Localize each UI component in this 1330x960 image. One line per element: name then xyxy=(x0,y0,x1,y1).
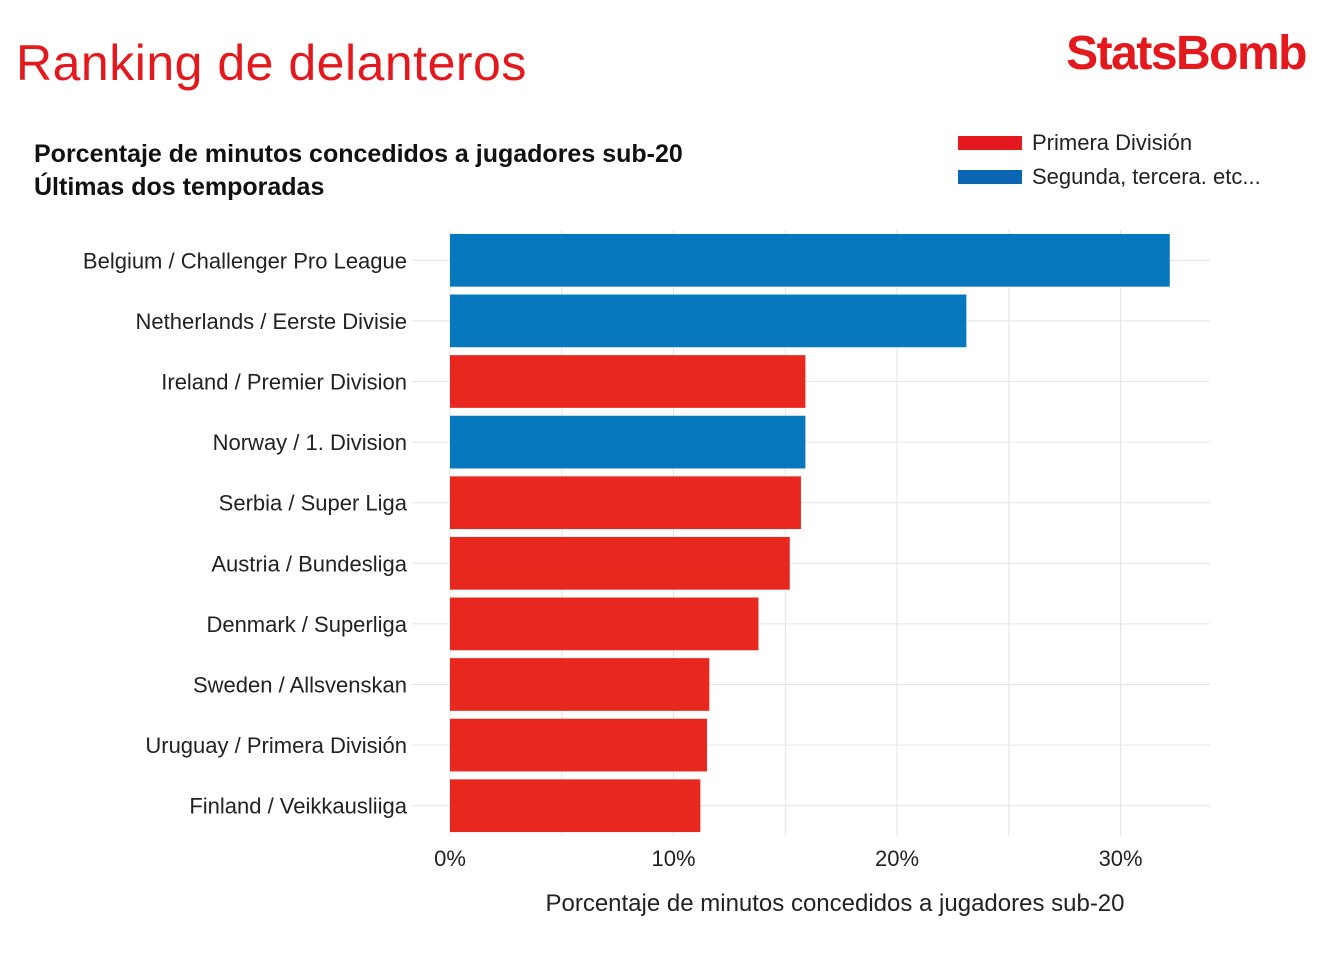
bar xyxy=(450,779,701,833)
bar xyxy=(450,294,967,348)
legend-swatch-primera xyxy=(958,136,1022,150)
bar xyxy=(450,415,806,469)
y-tick-label: Denmark / Superliga xyxy=(206,612,407,637)
chart-subtitle: Porcentaje de minutos concedidos a jugad… xyxy=(34,138,683,204)
bar xyxy=(450,658,710,711)
x-tick-label: 0% xyxy=(434,846,466,871)
legend-label-segunda: Segunda, tercera. etc... xyxy=(1032,164,1261,189)
statsbomb-logo: StatsBomb xyxy=(1066,27,1307,80)
bar xyxy=(450,476,801,530)
legend-item-primera: Primera División xyxy=(958,126,1261,160)
bar xyxy=(450,718,708,772)
y-tick-label: Belgium / Challenger Pro League xyxy=(83,248,407,273)
bar xyxy=(450,355,806,408)
page-title: Ranking de delanteros xyxy=(16,35,527,91)
y-tick-label: Uruguay / Primera División xyxy=(145,733,407,758)
y-tick-label: Austria / Bundesliga xyxy=(211,551,407,576)
x-tick-label: 20% xyxy=(875,846,919,871)
x-tick-label: 10% xyxy=(652,846,696,871)
bar xyxy=(450,233,1170,287)
x-axis-title: Porcentaje de minutos concedidos a jugad… xyxy=(545,890,1124,917)
legend-item-segunda: Segunda, tercera. etc... xyxy=(958,160,1261,194)
legend-swatch-segunda xyxy=(958,170,1022,184)
subtitle-line-1: Porcentaje de minutos concedidos a jugad… xyxy=(34,140,683,168)
y-tick-label: Ireland / Premier Division xyxy=(161,370,407,395)
x-tick-label: 30% xyxy=(1099,846,1143,871)
legend-label-primera: Primera División xyxy=(1032,130,1193,155)
y-tick-label: Netherlands / Eerste Divisie xyxy=(136,309,407,334)
y-tick-label: Norway / 1. Division xyxy=(213,430,407,455)
y-tick-label: Serbia / Super Liga xyxy=(219,491,408,516)
bar xyxy=(450,536,790,590)
y-tick-label: Sweden / Allsvenskan xyxy=(193,673,407,698)
bar xyxy=(450,597,759,651)
y-tick-label: Finland / Veikkausliiga xyxy=(189,794,407,819)
chart-legend: Primera División Segunda, tercera. etc..… xyxy=(958,126,1261,194)
subtitle-line-2: Últimas dos temporadas xyxy=(34,173,325,201)
